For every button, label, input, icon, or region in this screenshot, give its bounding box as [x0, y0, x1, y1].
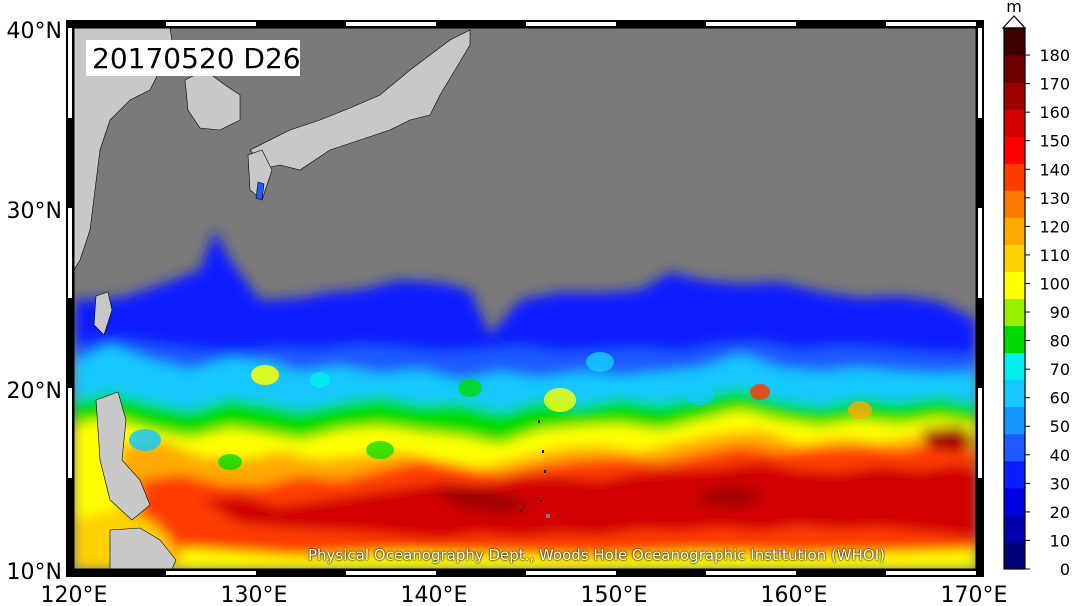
colorbar-tick-label: 70 — [1050, 360, 1070, 379]
colorbar-swatch — [1004, 487, 1025, 516]
colorbar-swatch — [1004, 406, 1025, 435]
colorbar-tick-label: 150 — [1039, 132, 1070, 151]
date-label-box — [86, 40, 300, 76]
lon-label-150: 150°E — [581, 583, 648, 606]
colorbar-tick-label: 130 — [1039, 189, 1070, 208]
colorbar-swatch — [1004, 82, 1025, 110]
colorbar-swatch — [1004, 541, 1025, 570]
visayas — [109, 527, 177, 569]
luzon — [95, 391, 151, 521]
colorbar-swatches — [1004, 28, 1025, 570]
depth-field — [74, 230, 976, 569]
date-label: 20170520 D26 — [92, 42, 301, 75]
japan — [249, 29, 471, 171]
colorbar-swatch — [1004, 163, 1025, 191]
colorbar-swatch — [1004, 352, 1025, 381]
lat-label-10: 10°N — [7, 560, 62, 585]
colorbar-tick-label: 20 — [1050, 503, 1070, 522]
island-blue-patch — [255, 181, 265, 201]
credit-text: Physical Oceanography Dept., Woods Hole … — [308, 546, 885, 564]
colorbar-overflow-arrow — [1001, 15, 1027, 29]
lon-label-140: 140°E — [401, 583, 468, 606]
colorbar-tick-label: 160 — [1039, 103, 1070, 122]
colorbar-swatch — [1004, 433, 1025, 462]
colorbar-swatch — [1004, 271, 1025, 299]
lat-label-30: 30°N — [7, 199, 62, 224]
lon-label-130: 130°E — [221, 583, 288, 606]
colorbar-swatch — [1004, 460, 1025, 489]
colorbar-swatch — [1004, 55, 1025, 83]
colorbar-tick-label: 110 — [1039, 246, 1070, 265]
colorbar-tick-label: 50 — [1050, 417, 1070, 436]
colorbar-border — [1003, 27, 1026, 570]
colorbar-tick-label: 60 — [1050, 389, 1070, 408]
island-dots — [520, 420, 550, 518]
colorbar-swatch — [1004, 379, 1025, 408]
lat-label-40: 40°N — [7, 19, 62, 44]
colorbar-swatch — [1004, 217, 1025, 245]
landmass — [74, 28, 471, 569]
colorbar-unit: m — [1006, 0, 1022, 16]
taiwan — [93, 291, 113, 336]
map-frame — [66, 20, 984, 577]
colorbar-tick-label: 40 — [1050, 446, 1070, 465]
colorbar-tick-label: 180 — [1039, 46, 1070, 65]
colorbar-swatch — [1004, 190, 1025, 218]
lon-labels: 120°E 130°E 140°E 150°E 160°E 170°E — [41, 583, 1008, 606]
map-area — [74, 28, 976, 569]
colorbar-swatch — [1004, 109, 1025, 137]
colorbar-tick-label: 100 — [1039, 274, 1070, 293]
lon-label-160: 160°E — [761, 583, 828, 606]
kyushu — [247, 149, 273, 201]
eddy-features — [129, 352, 872, 470]
lat-labels: 10°N 20°N 30°N 40°N — [7, 19, 62, 585]
colorbar-tick-label: 120 — [1039, 217, 1070, 236]
colorbar-tick-label: 80 — [1050, 332, 1070, 351]
colorbar-tick-label: 90 — [1050, 303, 1070, 322]
colorbar-swatch — [1004, 244, 1025, 272]
colorbar-tick-label: 30 — [1050, 474, 1070, 493]
colorbar-swatch — [1004, 325, 1025, 354]
colorbar-swatch — [1004, 514, 1025, 543]
colorbar-tick-label: 0 — [1060, 560, 1070, 579]
lon-label-170: 170°E — [941, 583, 1008, 606]
lon-label-120: 120°E — [41, 583, 108, 606]
colorbar-tick-label: 170 — [1039, 75, 1070, 94]
colorbar-swatch — [1004, 136, 1025, 164]
colorbar-swatch — [1004, 28, 1025, 56]
colorbar-swatch — [1004, 298, 1025, 327]
colorbar: m 0 10 20 30 40 50 60 70 80 90 100 110 120 130 140 150 1… — [1001, 0, 1070, 579]
colorbar-tick-label: 10 — [1050, 531, 1070, 550]
colorbar-tick-label: 140 — [1039, 160, 1070, 179]
lat-label-20: 20°N — [7, 379, 62, 404]
colorbar-labels: 0 10 20 30 40 50 60 70 80 90 100 110 120 130 140 150 160… — [1025, 46, 1070, 579]
